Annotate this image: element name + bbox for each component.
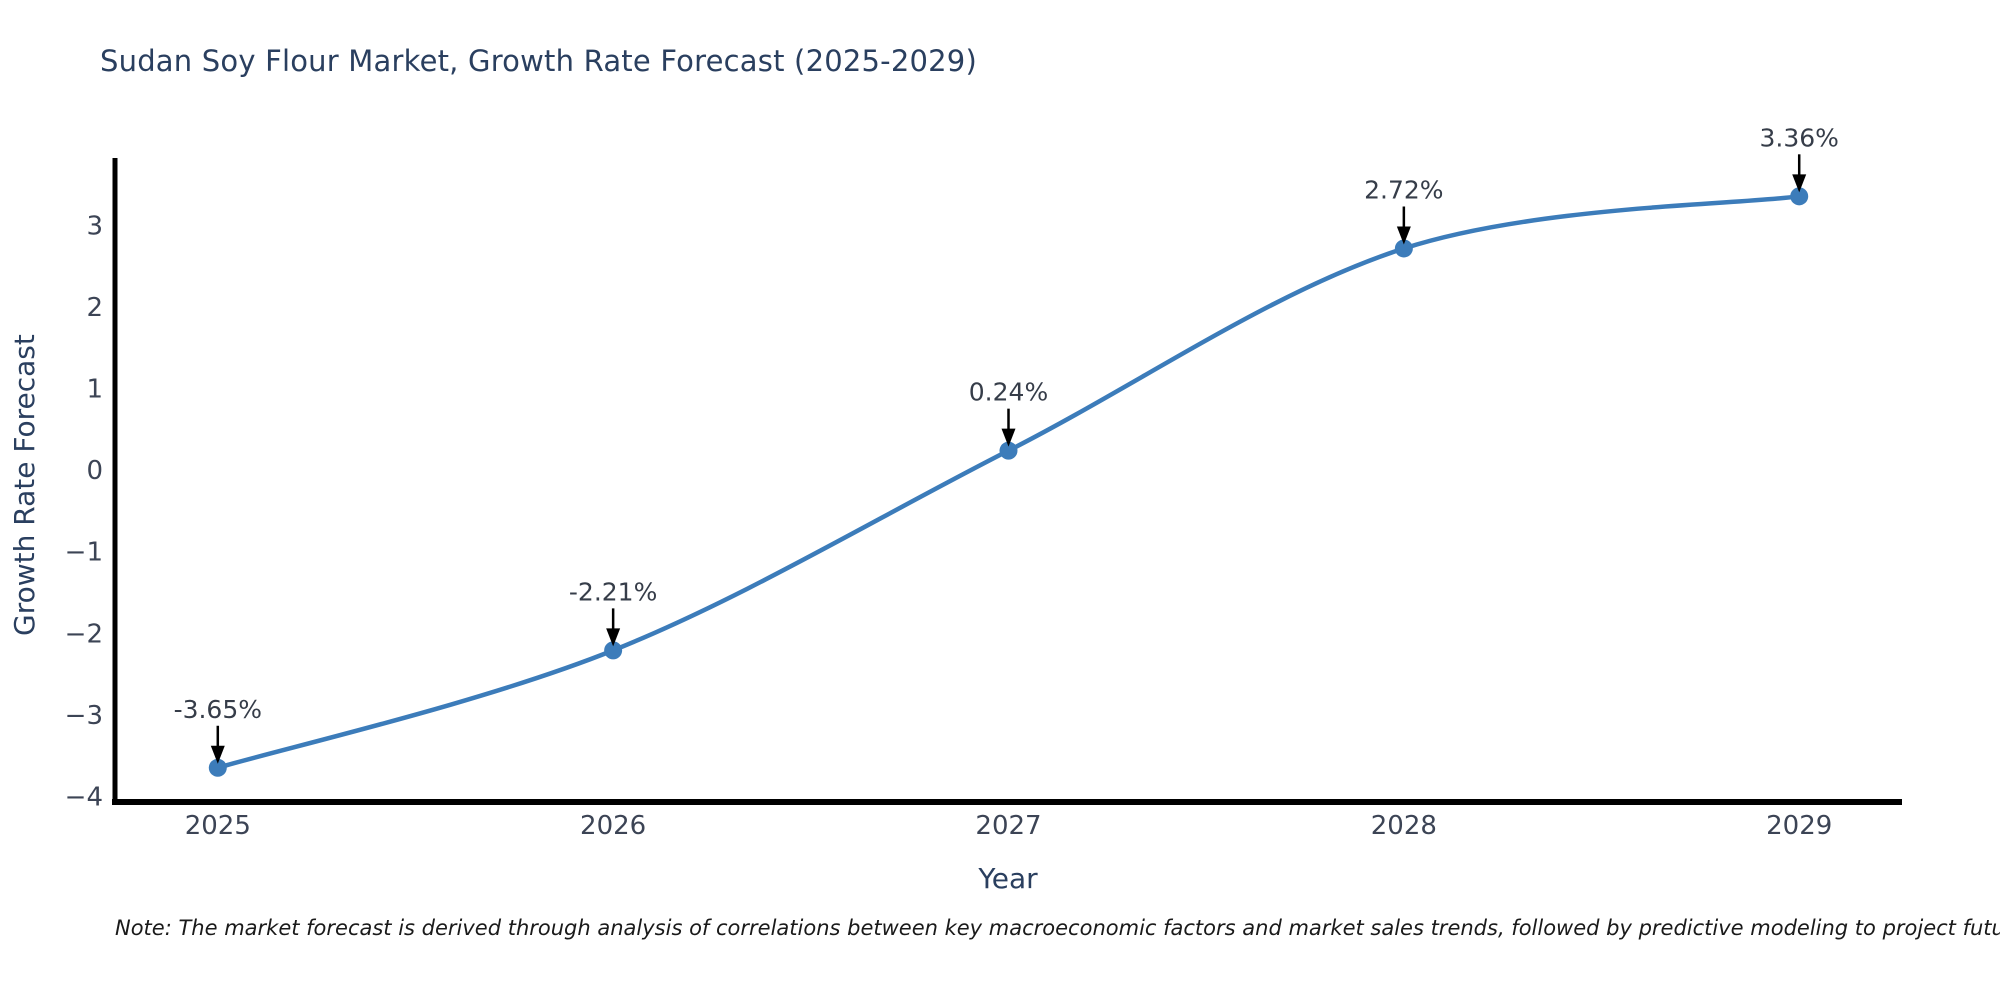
chart-title: Sudan Soy Flour Market, Growth Rate Fore… (100, 44, 977, 78)
y-tick-label: 0 (86, 456, 103, 486)
data-point-marker (1790, 187, 1809, 206)
data-point-marker (604, 641, 623, 660)
x-axis-title: Year (978, 862, 1038, 895)
x-tick-label: 2028 (1371, 811, 1437, 841)
annotation-arrow-head (210, 745, 225, 764)
x-tick-label: 2029 (1766, 811, 1832, 841)
data-point-marker (999, 441, 1018, 460)
point-value-label: 0.24% (969, 378, 1048, 407)
annotation-arrow-head (1001, 428, 1016, 447)
data-point-marker (208, 758, 227, 777)
annotation-arrow-head (606, 628, 621, 647)
x-tick-label: 2027 (975, 811, 1041, 841)
y-tick-label: 2 (86, 293, 103, 323)
point-value-label: -3.65% (174, 695, 262, 724)
x-tick-label: 2025 (185, 811, 251, 841)
y-tick-label: 3 (86, 212, 103, 242)
y-tick-label: −1 (65, 538, 103, 568)
y-tick-label: −3 (65, 701, 103, 731)
y-tick-label: 1 (86, 375, 103, 405)
x-tick-label: 2026 (580, 811, 646, 841)
annotation-arrow-head (1792, 174, 1807, 193)
y-tick-label: −2 (65, 619, 103, 649)
point-value-label: 3.36% (1759, 123, 1838, 152)
data-point-marker (1394, 239, 1413, 258)
forecast-line (215, 194, 1802, 771)
annotation-arrow-head (1396, 226, 1411, 245)
point-value-label: 2.72% (1364, 175, 1443, 204)
point-value-label: -2.21% (569, 577, 657, 606)
y-tick-label: −4 (65, 782, 103, 812)
footnote: Note: The market forecast is derived thr… (115, 916, 2000, 940)
